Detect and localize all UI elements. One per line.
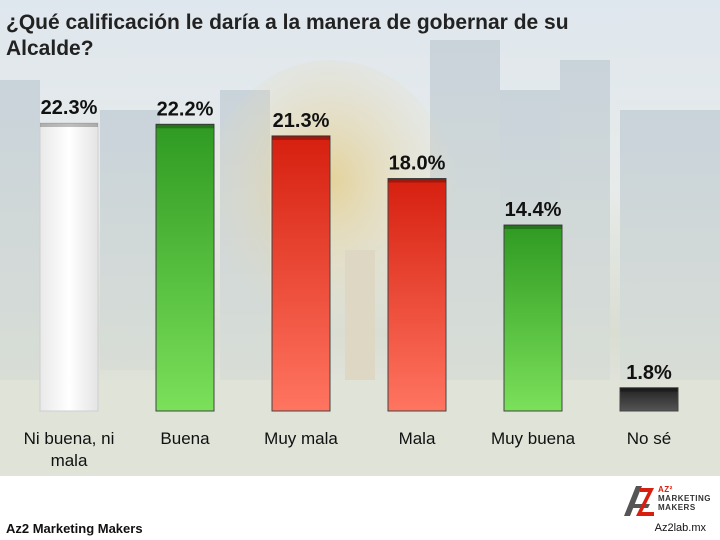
bar-cap-6 <box>620 387 678 392</box>
bar-cap-1 <box>40 123 98 127</box>
bar-5 <box>503 224 563 412</box>
footer-website: Az2lab.mx <box>654 522 706 534</box>
chart-title: ¿Qué calificación le daría a la manera d… <box>6 11 569 60</box>
bar-1 <box>39 122 99 412</box>
bar-cap-2 <box>156 124 214 129</box>
bar-cap-4 <box>388 178 446 183</box>
bar-2 <box>155 123 215 412</box>
bar-cap-3 <box>272 135 330 140</box>
bar-cap-5 <box>504 225 562 230</box>
footer: AZ² MARKETING MAKERS Az2 Marketing Maker… <box>0 476 720 540</box>
az2-logo-mark-icon <box>624 486 654 516</box>
footer-company-name: Az2 Marketing Makers <box>6 521 143 536</box>
slide-background: ¿Qué calificación le daría a la manera d… <box>0 0 720 476</box>
bar-6 <box>619 387 679 412</box>
logo-text: AZ² MARKETING MAKERS <box>658 485 711 512</box>
bar-3 <box>271 135 331 412</box>
az2-logo: AZ² MARKETING MAKERS <box>622 484 710 518</box>
bar-chart <box>39 122 679 412</box>
bar-4 <box>387 178 447 412</box>
